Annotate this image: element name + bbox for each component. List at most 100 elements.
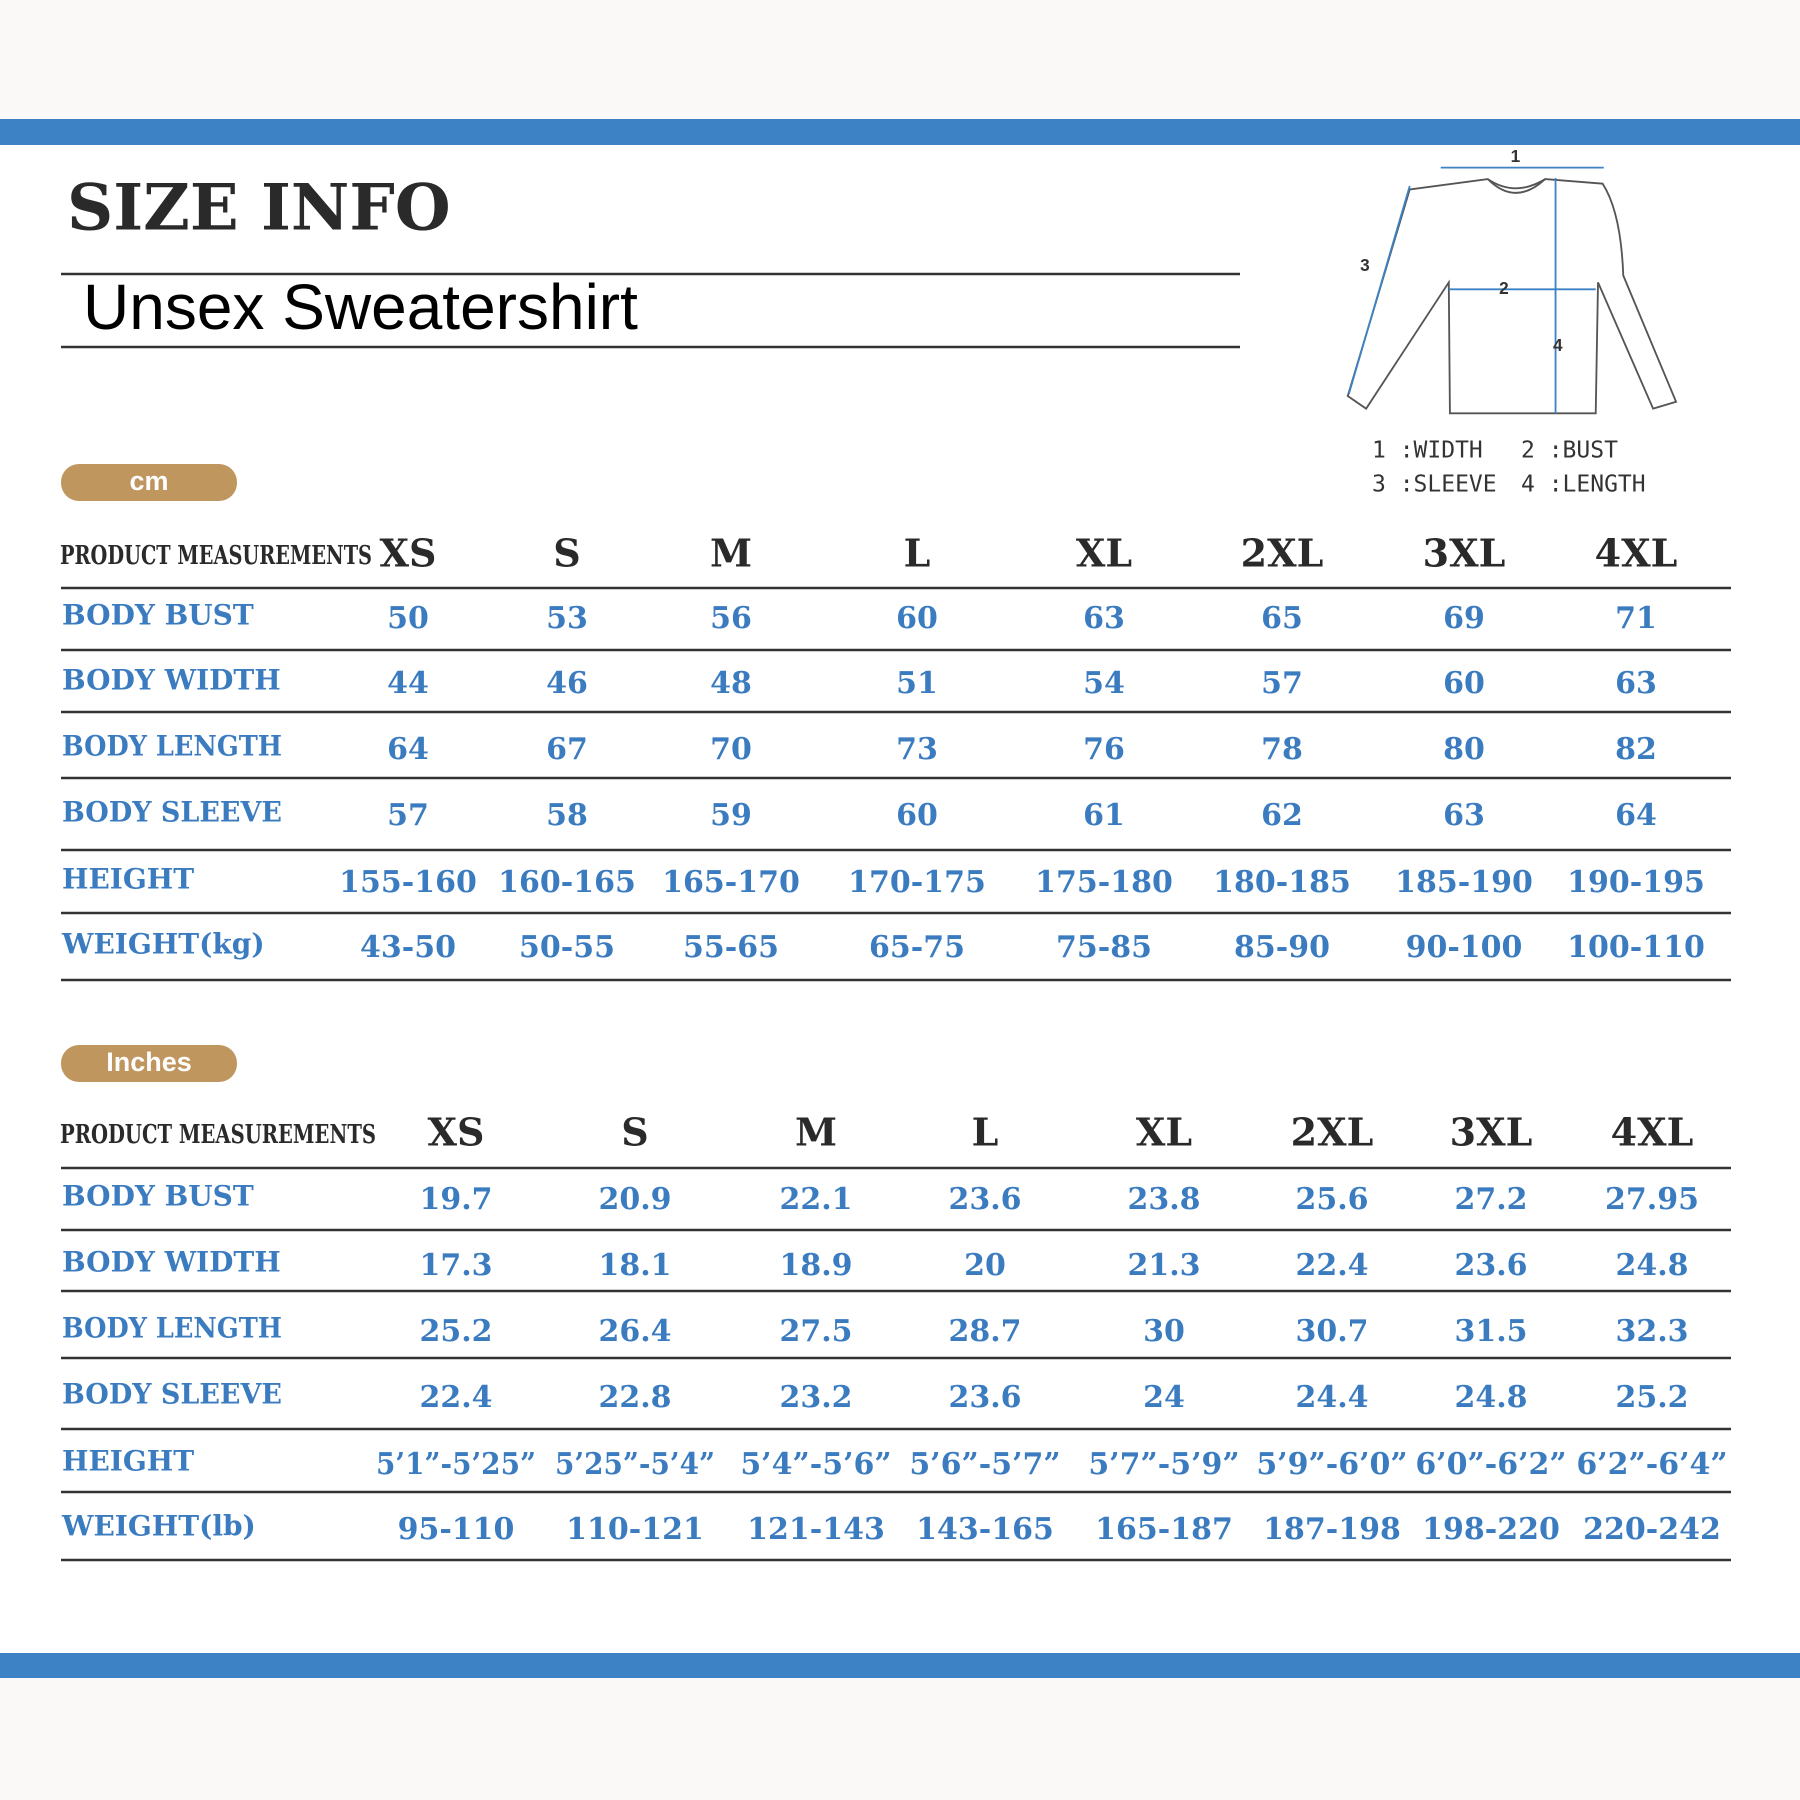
cell-value: 46 [546,666,588,701]
cell-value: 65 [1261,601,1303,636]
top-bar [0,119,1800,145]
collar [1487,178,1546,194]
size-header: 3XL [1450,1110,1533,1155]
cell-value: 21.3 [1127,1248,1200,1283]
cell-value: 51 [896,666,938,701]
bottom-bar [0,1653,1800,1678]
row-label: BODY LENGTH [62,1312,282,1345]
size-header: 2XL [1291,1110,1374,1155]
cell-value: 190-195 [1567,865,1705,900]
cell-value: 54 [1083,666,1125,701]
row-label: BODY WIDTH [62,664,281,697]
row-label: BODY WIDTH [62,1246,281,1279]
cell-value: 20 [964,1248,1006,1283]
cell-value: 53 [546,601,588,636]
cell-value: 44 [387,666,429,701]
cell-value: 85-90 [1234,930,1330,965]
size-header: 4XL [1611,1110,1694,1155]
cell-value: 100-110 [1567,930,1705,965]
cell-value: 22.1 [779,1182,852,1217]
cell-value: 27.95 [1605,1182,1699,1217]
cell-value: 170-175 [848,865,986,900]
cell-value: 25.2 [1615,1380,1688,1415]
cell-value: 30.7 [1295,1314,1368,1349]
diagram-legend: 3 :SLEEVE [1372,472,1497,498]
cell-value: 165-187 [1095,1512,1233,1547]
diagram-label: 2 [1499,278,1509,298]
cell-value: 60 [1443,666,1485,701]
cell-value: 155-160 [339,865,477,900]
cell-value: 64 [387,732,429,767]
cell-value: 23.6 [1454,1248,1527,1283]
unit-pill [61,1045,237,1082]
title: SIZE INFO [67,171,451,246]
cell-value: 22.4 [1295,1248,1368,1283]
size-header: 3XL [1423,531,1506,576]
cell-value: 25.2 [419,1314,492,1349]
cell-value: 5’6”-5’7” [909,1447,1060,1482]
cell-value: 82 [1615,732,1657,767]
cell-value: 56 [710,601,752,636]
cell-value: 23.6 [948,1182,1021,1217]
cell-value: 185-190 [1395,865,1533,900]
cell-value: 180-185 [1213,865,1351,900]
row-label: HEIGHT [62,1445,194,1478]
cell-value: 24.8 [1454,1380,1527,1415]
cell-value: 6’2”-6’4” [1576,1447,1727,1482]
unit-pill [61,464,237,501]
size-header: XL [1136,1110,1192,1155]
cell-value: 80 [1443,732,1485,767]
cell-value: 70 [710,732,752,767]
cell-value: 198-220 [1422,1512,1560,1547]
cell-value: 27.5 [779,1314,852,1349]
cell-value: 60 [896,601,938,636]
cell-value: 5’25”-5’4” [555,1447,715,1482]
cell-value: 61 [1083,798,1125,833]
cell-value: 58 [546,798,588,833]
diagram-label: 1 [1511,146,1521,166]
size-header: 2XL [1241,531,1324,576]
cell-value: 23.6 [948,1380,1021,1415]
cell-value: 6’0”-6’2” [1415,1447,1566,1482]
shirt-outline [1346,178,1678,415]
row-label: WEIGHT(kg) [61,928,265,961]
cell-value: 78 [1261,732,1303,767]
shirt-diagram: 1 2 3 4 [1346,146,1678,415]
diagram-legend: 4 :LENGTH [1521,472,1646,498]
cell-value: 63 [1443,798,1485,833]
row-label: BODY LENGTH [62,730,282,763]
cell-value: 43-50 [360,930,456,965]
size-header: L [972,1110,999,1155]
cell-value: 28.7 [948,1314,1021,1349]
cell-value: 110-121 [566,1512,704,1547]
cell-value: 63 [1083,601,1125,636]
cell-value: 30 [1143,1314,1185,1349]
cell-value: 175-180 [1035,865,1173,900]
size-header: M [795,1110,837,1155]
cell-value: 22.4 [419,1380,492,1415]
size-header: S [621,1110,648,1155]
size-header: S [553,531,580,576]
cell-value: 5’7”-5’9” [1088,1447,1239,1482]
row-label: BODY BUST [62,599,254,632]
unit-label: Inches [106,1047,192,1077]
cell-value: 27.2 [1454,1182,1527,1217]
cell-value: 48 [710,666,752,701]
cell-value: 31.5 [1454,1314,1527,1349]
diagram-label: 4 [1553,335,1563,355]
row-label: BODY SLEEVE [62,796,282,829]
cell-value: 22.8 [598,1380,671,1415]
cell-value: 121-143 [747,1512,885,1547]
size-header: XS [428,1110,485,1155]
cell-value: 19.7 [419,1182,492,1217]
header-label: PRODUCT MEASUREMENTS [60,541,372,571]
cell-value: 69 [1443,601,1485,636]
cell-value: 57 [1261,666,1303,701]
cell-value: 17.3 [419,1248,492,1283]
cell-value: 50 [387,601,429,636]
cell-value: 64 [1615,798,1657,833]
arrow-sleeve [1348,185,1411,395]
row-label: HEIGHT [62,863,194,896]
